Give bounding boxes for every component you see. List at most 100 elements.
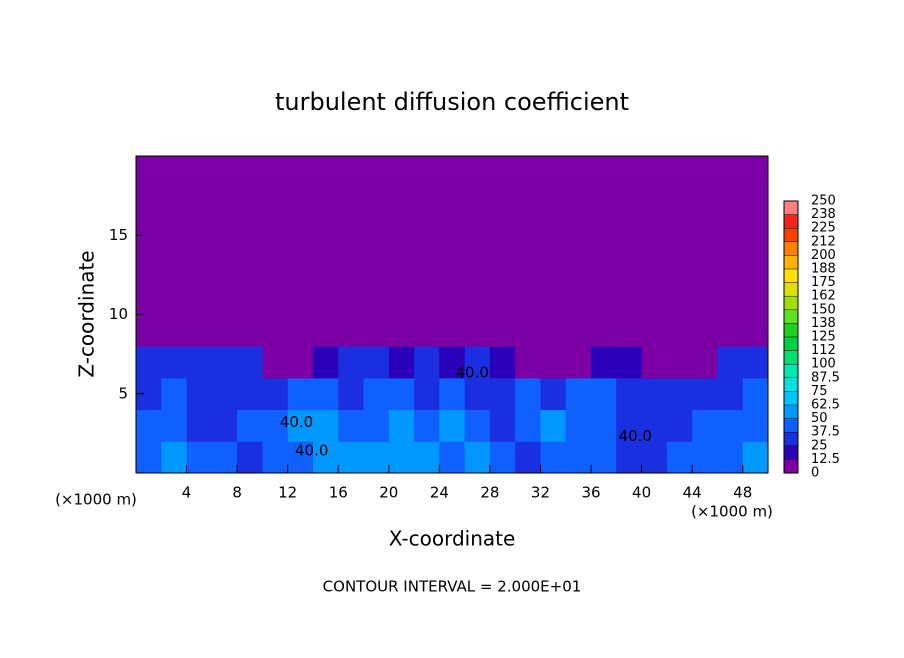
heat-cell [489, 441, 516, 474]
heat-cell [439, 314, 466, 347]
heat-cell [591, 156, 617, 189]
heat-cell [717, 377, 744, 411]
colorbar-segment [784, 241, 798, 256]
heat-cell [692, 314, 718, 347]
heat-cell [237, 441, 263, 474]
heat-cell [211, 346, 238, 379]
heat-cell [591, 314, 617, 347]
heat-cell [363, 219, 390, 252]
colorbar-segment [784, 269, 798, 283]
heat-cell [515, 441, 541, 474]
heat-cell [616, 377, 643, 411]
heat-cell [237, 377, 263, 411]
heat-cell [312, 156, 339, 189]
heat-cell [742, 282, 769, 315]
colorbar-label: 125 [811, 330, 836, 345]
heat-cell [666, 187, 693, 220]
heat-cell [414, 251, 440, 284]
heat-cell [312, 187, 339, 220]
heat-cell [338, 409, 365, 442]
colorbar-segment [784, 391, 798, 405]
heat-cell [540, 346, 567, 379]
heat-cell [414, 441, 440, 474]
heat-cell [312, 441, 339, 474]
heat-cell [439, 441, 466, 474]
heat-cell [515, 187, 541, 220]
heat-cell [363, 314, 390, 347]
heat-cell [287, 187, 314, 220]
heat-cell [666, 377, 693, 411]
heat-cell [742, 346, 769, 379]
y-tick-label: 15 [109, 226, 128, 244]
heat-cell [388, 314, 415, 347]
heat-cell [287, 156, 314, 189]
colorbar-segment [784, 445, 798, 460]
colorbar-segment [784, 296, 798, 310]
heat-cell [565, 251, 592, 284]
heat-cell [414, 409, 440, 442]
colorbar-label: 150 [811, 302, 836, 317]
contour-label: 40.0 [456, 364, 489, 382]
heat-cell [136, 346, 162, 379]
heat-cell [540, 219, 567, 252]
heat-cell [262, 156, 289, 189]
x-tick-label: 4 [182, 484, 192, 502]
x-tick-label: 32 [531, 484, 550, 502]
x-axis-label: X-coordinate [389, 527, 516, 551]
x-tick-label: 20 [379, 484, 398, 502]
colorbar-segment [784, 350, 798, 365]
heat-cell [136, 441, 162, 474]
heat-cell [692, 282, 718, 315]
heat-cell [363, 409, 390, 442]
heat-cell [540, 409, 567, 442]
heat-cell [591, 441, 617, 474]
heat-cell [161, 409, 188, 442]
x-tick-label: 24 [430, 484, 449, 502]
colorbar-label: 0 [811, 466, 819, 481]
heat-cell [287, 251, 314, 284]
heat-cell [540, 314, 567, 347]
heat-cell [515, 314, 541, 347]
colorbar-label: 37.5 [811, 425, 840, 440]
colorbar-segment [784, 418, 798, 433]
heat-cell [742, 314, 769, 347]
heat-cell [363, 187, 390, 220]
heat-cell [414, 282, 440, 315]
heat-cell [287, 441, 314, 474]
heat-cell [515, 282, 541, 315]
heat-cell [565, 282, 592, 315]
heat-cell [439, 187, 466, 220]
heat-cell [211, 282, 238, 315]
colorbar-label: 112 [811, 343, 836, 358]
heat-cell [287, 314, 314, 347]
heat-cell [136, 282, 162, 315]
heat-cell [414, 346, 440, 379]
heat-cell [692, 441, 718, 474]
heat-cell [262, 346, 289, 379]
colorbar-label: 50 [811, 411, 828, 426]
heat-cell [616, 282, 643, 315]
heat-cell [338, 282, 365, 315]
heat-cell [666, 346, 693, 379]
heat-cell [414, 219, 440, 252]
heat-cell [565, 377, 592, 411]
heat-cell [540, 441, 567, 474]
heat-cell [515, 346, 541, 379]
colorbar-label: 138 [811, 316, 836, 331]
heat-cell [717, 346, 744, 379]
heat-cell [363, 156, 390, 189]
colorbar-label: 25 [811, 438, 828, 453]
heat-cell [464, 251, 491, 284]
heat-cell [287, 282, 314, 315]
heat-cell [692, 251, 718, 284]
heat-cell [666, 409, 693, 442]
heat-cell [262, 187, 289, 220]
heat-cell [287, 346, 314, 379]
heat-cell [211, 441, 238, 474]
heat-cell [338, 377, 365, 411]
heat-cell [237, 282, 263, 315]
heat-cell [591, 409, 617, 442]
heat-cell [136, 314, 162, 347]
heat-cell [641, 314, 668, 347]
